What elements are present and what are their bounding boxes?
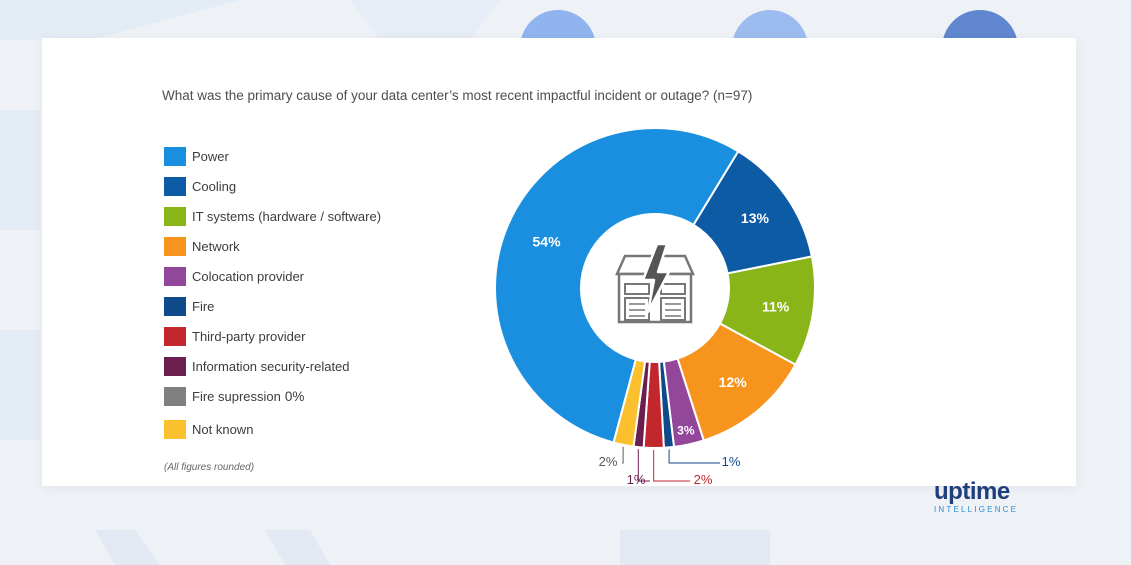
legend-item: Fire supression 0% <box>164 385 304 407</box>
callout-line <box>668 449 720 464</box>
legend-item: Third-party provider <box>164 325 305 347</box>
legend-label: Colocation provider <box>192 268 305 284</box>
legend-swatch <box>164 266 186 286</box>
legend-label: Not known <box>192 421 254 437</box>
legend-swatch <box>164 176 186 196</box>
logo-subtitle: INTELLIGENCE <box>934 505 1019 514</box>
donut-slice-not-known <box>612 358 647 448</box>
legend-swatch <box>164 356 186 376</box>
legend-item: Power <box>164 145 229 167</box>
data-label: 3% <box>677 424 695 438</box>
legend-item: Cooling <box>164 175 236 197</box>
uptime-logo: uptime INTELLIGENCE <box>934 478 1019 515</box>
callout-label: 1% <box>722 454 741 469</box>
data-label: 11% <box>762 298 790 314</box>
legend-swatch <box>164 146 186 166</box>
legend-label: Fire <box>192 298 215 314</box>
data-center-outage-icon <box>615 242 695 324</box>
donut-slice-power <box>494 127 740 444</box>
footnote: (All figures rounded) <box>164 462 255 473</box>
legend-item: Not known <box>164 418 253 440</box>
callout-label: 2% <box>599 454 618 469</box>
legend-label: Third-party provider <box>192 328 306 344</box>
callout-label: 2% <box>694 472 713 487</box>
legend-label: Cooling <box>192 178 237 194</box>
legend-swatch <box>164 296 186 316</box>
legend-label: Power <box>192 148 229 164</box>
legend-value: 0% <box>284 388 305 404</box>
data-label: 12% <box>719 374 748 390</box>
legend-swatch <box>164 386 186 406</box>
callout-line <box>653 450 690 482</box>
legend-swatch <box>164 206 186 226</box>
legend-item: Network <box>164 235 240 257</box>
legend-label: Network <box>192 238 240 254</box>
callout-line <box>622 446 624 464</box>
legend-item: Information security-related <box>164 355 350 377</box>
legend-swatch <box>164 326 186 346</box>
data-label: 54% <box>533 234 562 250</box>
callout-line <box>637 449 650 482</box>
callout-label: 1% <box>627 472 646 487</box>
legend-item: Fire <box>164 295 214 317</box>
legend-label: IT systems (hardware / software) <box>192 208 382 224</box>
legend-swatch <box>164 419 186 439</box>
data-label: 13% <box>741 210 770 226</box>
legend-label: Fire supression <box>192 388 281 404</box>
chart-question: What was the primary cause of your data … <box>162 88 753 103</box>
legend-item: IT systems (hardware / software) <box>164 205 381 227</box>
legend-item: Colocation provider <box>164 265 304 287</box>
legend-swatch <box>164 236 186 256</box>
legend-label: Information security-related <box>192 358 350 374</box>
logo-wordmark: uptime <box>934 478 1010 505</box>
